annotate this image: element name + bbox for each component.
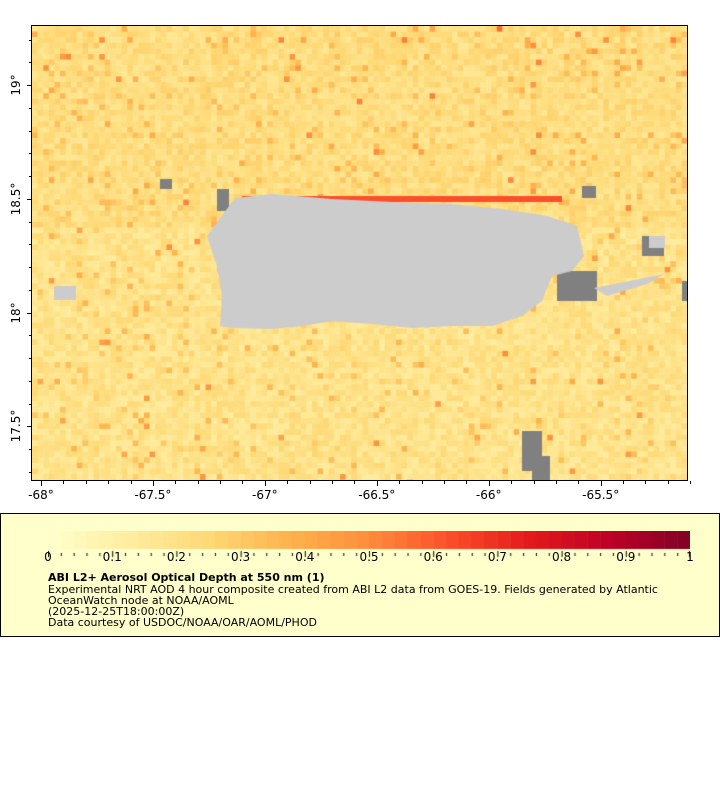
x-minor-tick — [108, 481, 110, 484]
y-minor-tick — [29, 267, 32, 269]
x-minor-tick — [623, 481, 625, 484]
legend-description-cont: OceanWatch node at NOAA/AOML — [48, 594, 234, 607]
y-minor-tick — [29, 471, 32, 473]
y-minor-tick — [29, 403, 32, 405]
x-minor-tick — [130, 481, 132, 484]
colorbar-tick-label: 0.2 — [166, 550, 186, 564]
aod-map — [32, 26, 688, 481]
legend-description: Experimental NRT AOD 4 hour composite cr… — [48, 583, 658, 596]
x-minor-tick — [421, 481, 423, 484]
x-minor-tick — [63, 481, 65, 484]
colorbar-tick-label: 0.5 — [359, 550, 379, 564]
y-minor-tick — [29, 380, 32, 382]
legend-panel: 0 0.1 0.2 0.3 0.4 0.5 0.6 0.7 0.8 0.9 1 ABI L2+ Ae… — [0, 513, 720, 637]
legend-title: ABI L2+ Aerosol Optical Depth at 550 nm … — [48, 571, 325, 584]
x-minor-tick — [399, 481, 401, 484]
x-tick — [40, 481, 42, 486]
colorbar-tick-label: 0.4 — [295, 550, 315, 564]
y-tick-label: 18.5° — [9, 182, 23, 216]
colorbar-tick-label: 0.8 — [552, 550, 572, 564]
x-minor-tick — [645, 481, 647, 484]
colorbar-tick-label: 0.9 — [616, 550, 636, 564]
colorbar — [48, 531, 690, 561]
x-tick-label: -68° — [28, 488, 54, 502]
y-minor-tick — [29, 39, 32, 41]
y-tick — [27, 312, 32, 314]
y-tick-label: 19° — [9, 74, 23, 96]
y-tick-label: 18° — [9, 302, 23, 324]
y-minor-tick — [29, 153, 32, 155]
y-minor-tick — [29, 244, 32, 246]
x-tick — [488, 481, 490, 486]
y-minor-tick — [29, 335, 32, 337]
x-tick — [376, 481, 378, 486]
map-frame — [31, 25, 688, 481]
y-minor-tick — [29, 176, 32, 178]
x-minor-tick — [533, 481, 535, 484]
x-minor-tick — [511, 481, 513, 484]
x-tick — [152, 481, 154, 486]
colorbar-tick-label: 0.6 — [423, 550, 443, 564]
y-tick — [27, 85, 32, 87]
x-minor-tick — [309, 481, 311, 484]
y-tick — [27, 198, 32, 200]
y-minor-tick — [29, 130, 32, 132]
legend-credit: Data courtesy of USDOC/NOAA/OAR/AOML/PHO… — [48, 616, 317, 629]
colorbar-tick-label: 0.3 — [231, 550, 251, 564]
x-minor-tick — [690, 481, 692, 484]
x-minor-tick — [220, 481, 222, 484]
x-tick-label: -67.5° — [134, 488, 172, 502]
x-minor-tick — [443, 481, 445, 484]
x-minor-tick — [242, 481, 244, 484]
x-tick-label: -65.5° — [582, 488, 620, 502]
x-minor-tick — [578, 481, 580, 484]
x-minor-tick — [354, 481, 356, 484]
x-minor-tick — [175, 481, 177, 484]
y-minor-tick — [29, 221, 32, 223]
y-minor-tick — [29, 62, 32, 64]
y-minor-tick — [29, 449, 32, 451]
legend-time: (2025-12-25T18:00:00Z) — [48, 605, 185, 618]
x-tick-label: -66.5° — [358, 488, 396, 502]
x-minor-tick — [466, 481, 468, 484]
x-minor-tick — [667, 481, 669, 484]
x-minor-tick — [332, 481, 333, 484]
x-minor-tick — [555, 481, 557, 484]
x-minor-tick — [197, 481, 199, 484]
colorbar-tick-label: 0 — [44, 550, 52, 564]
y-tick — [27, 426, 32, 428]
colorbar-tick-label: 1 — [686, 550, 694, 564]
x-tick-label: -67° — [252, 488, 278, 502]
colorbar-tick-label: 0.7 — [487, 550, 507, 564]
x-minor-tick — [287, 481, 289, 484]
y-tick-label: 17.5° — [9, 410, 23, 443]
x-tick — [264, 481, 266, 486]
colorbar-tick-label: 0.1 — [102, 550, 122, 564]
x-minor-tick — [85, 481, 87, 484]
x-tick — [600, 481, 602, 486]
y-minor-tick — [29, 358, 32, 360]
x-tick-label: -66° — [475, 488, 502, 502]
y-minor-tick — [29, 289, 32, 291]
y-minor-tick — [29, 107, 32, 109]
